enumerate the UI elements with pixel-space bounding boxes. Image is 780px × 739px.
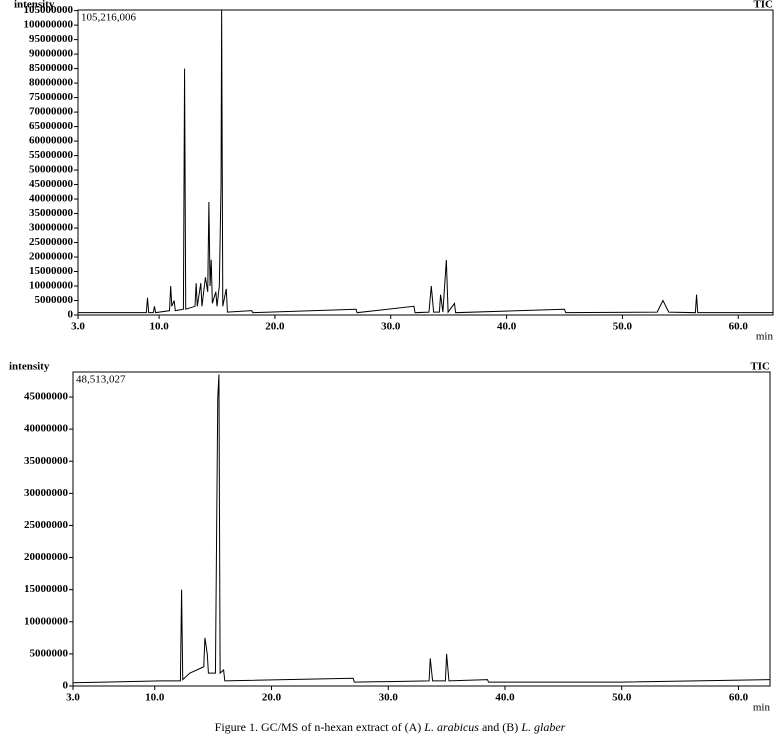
x-tick-label: 3.0 <box>71 321 85 333</box>
y-tick-label: 45000000 <box>24 391 69 403</box>
legend-label: TIC <box>753 0 773 11</box>
y-tick-label: 25000000 <box>29 236 74 248</box>
x-tick-label: 60.0 <box>729 692 749 704</box>
y-tick-label: 25000000 <box>24 519 69 531</box>
y-tick-label: 15000000 <box>24 583 69 595</box>
y-tick-label: 40000000 <box>24 423 69 435</box>
y-tick-label: 20000000 <box>24 551 69 563</box>
x-axis-label: min <box>756 331 774 343</box>
x-tick-label: 40.0 <box>495 692 515 704</box>
y-axis-label: intensity <box>14 0 55 11</box>
x-tick-label: 30.0 <box>381 321 401 333</box>
x-tick-label: 3.0 <box>66 692 80 704</box>
y-tick-label: 45000000 <box>29 178 74 190</box>
plot-frame <box>72 371 771 687</box>
x-tick-label: 60.0 <box>729 321 749 333</box>
y-tick-label: 50000000 <box>29 164 74 176</box>
x-tick-label: 10.0 <box>149 321 169 333</box>
y-axis-label: intensity <box>9 361 50 373</box>
y-tick-label: 5000000 <box>30 647 69 659</box>
y-tick-label: 70000000 <box>29 106 74 118</box>
x-tick-label: 50.0 <box>613 321 633 333</box>
x-tick-label: 30.0 <box>379 692 399 704</box>
annotation: 105,216,006 <box>81 12 137 24</box>
chromatogram-line <box>78 9 773 314</box>
x-tick-label: 40.0 <box>497 321 517 333</box>
y-tick-label: 95000000 <box>29 33 74 45</box>
x-tick-label: 20.0 <box>265 321 285 333</box>
legend-label: TIC <box>750 361 770 373</box>
y-tick-label: 20000000 <box>29 251 74 263</box>
y-tick-label: 100000000 <box>24 19 74 31</box>
caption: Figure 1. GC/MS of n-hexan extract of (A… <box>215 720 566 734</box>
y-tick-label: 10000000 <box>24 615 69 627</box>
y-tick-label: 10000000 <box>29 280 74 292</box>
caption-part: and (B) <box>479 720 521 734</box>
chromatogram-line <box>72 374 771 684</box>
y-tick-label: 40000000 <box>29 193 74 205</box>
caption-part: L. arabicus <box>423 720 479 734</box>
y-tick-label: 0 <box>68 309 74 321</box>
x-axis-label: min <box>753 702 771 714</box>
y-tick-label: 85000000 <box>29 62 74 74</box>
y-tick-label: 80000000 <box>29 77 74 89</box>
y-tick-label: 35000000 <box>24 455 69 467</box>
y-tick-label: 30000000 <box>29 222 74 234</box>
y-tick-label: 90000000 <box>29 48 74 60</box>
x-tick-label: 10.0 <box>145 692 165 704</box>
y-tick-label: 60000000 <box>29 135 74 147</box>
plot-frame <box>77 9 774 316</box>
y-tick-label: 0 <box>63 680 69 692</box>
y-tick-label: 65000000 <box>29 120 74 132</box>
y-tick-label: 75000000 <box>29 91 74 103</box>
annotation: 48,513,027 <box>76 374 126 386</box>
y-tick-label: 35000000 <box>29 207 74 219</box>
x-tick-label: 20.0 <box>262 692 282 704</box>
y-tick-label: 15000000 <box>29 265 74 277</box>
y-tick-label: 105000000 <box>24 4 74 16</box>
caption-part: Figure 1. GC/MS of n-hexan extract of (A… <box>215 720 425 734</box>
y-tick-label: 30000000 <box>24 487 69 499</box>
y-tick-label: 5000000 <box>35 294 74 306</box>
x-tick-label: 50.0 <box>612 692 632 704</box>
caption-part: L. glaber <box>520 720 565 734</box>
y-tick-label: 55000000 <box>29 149 74 161</box>
